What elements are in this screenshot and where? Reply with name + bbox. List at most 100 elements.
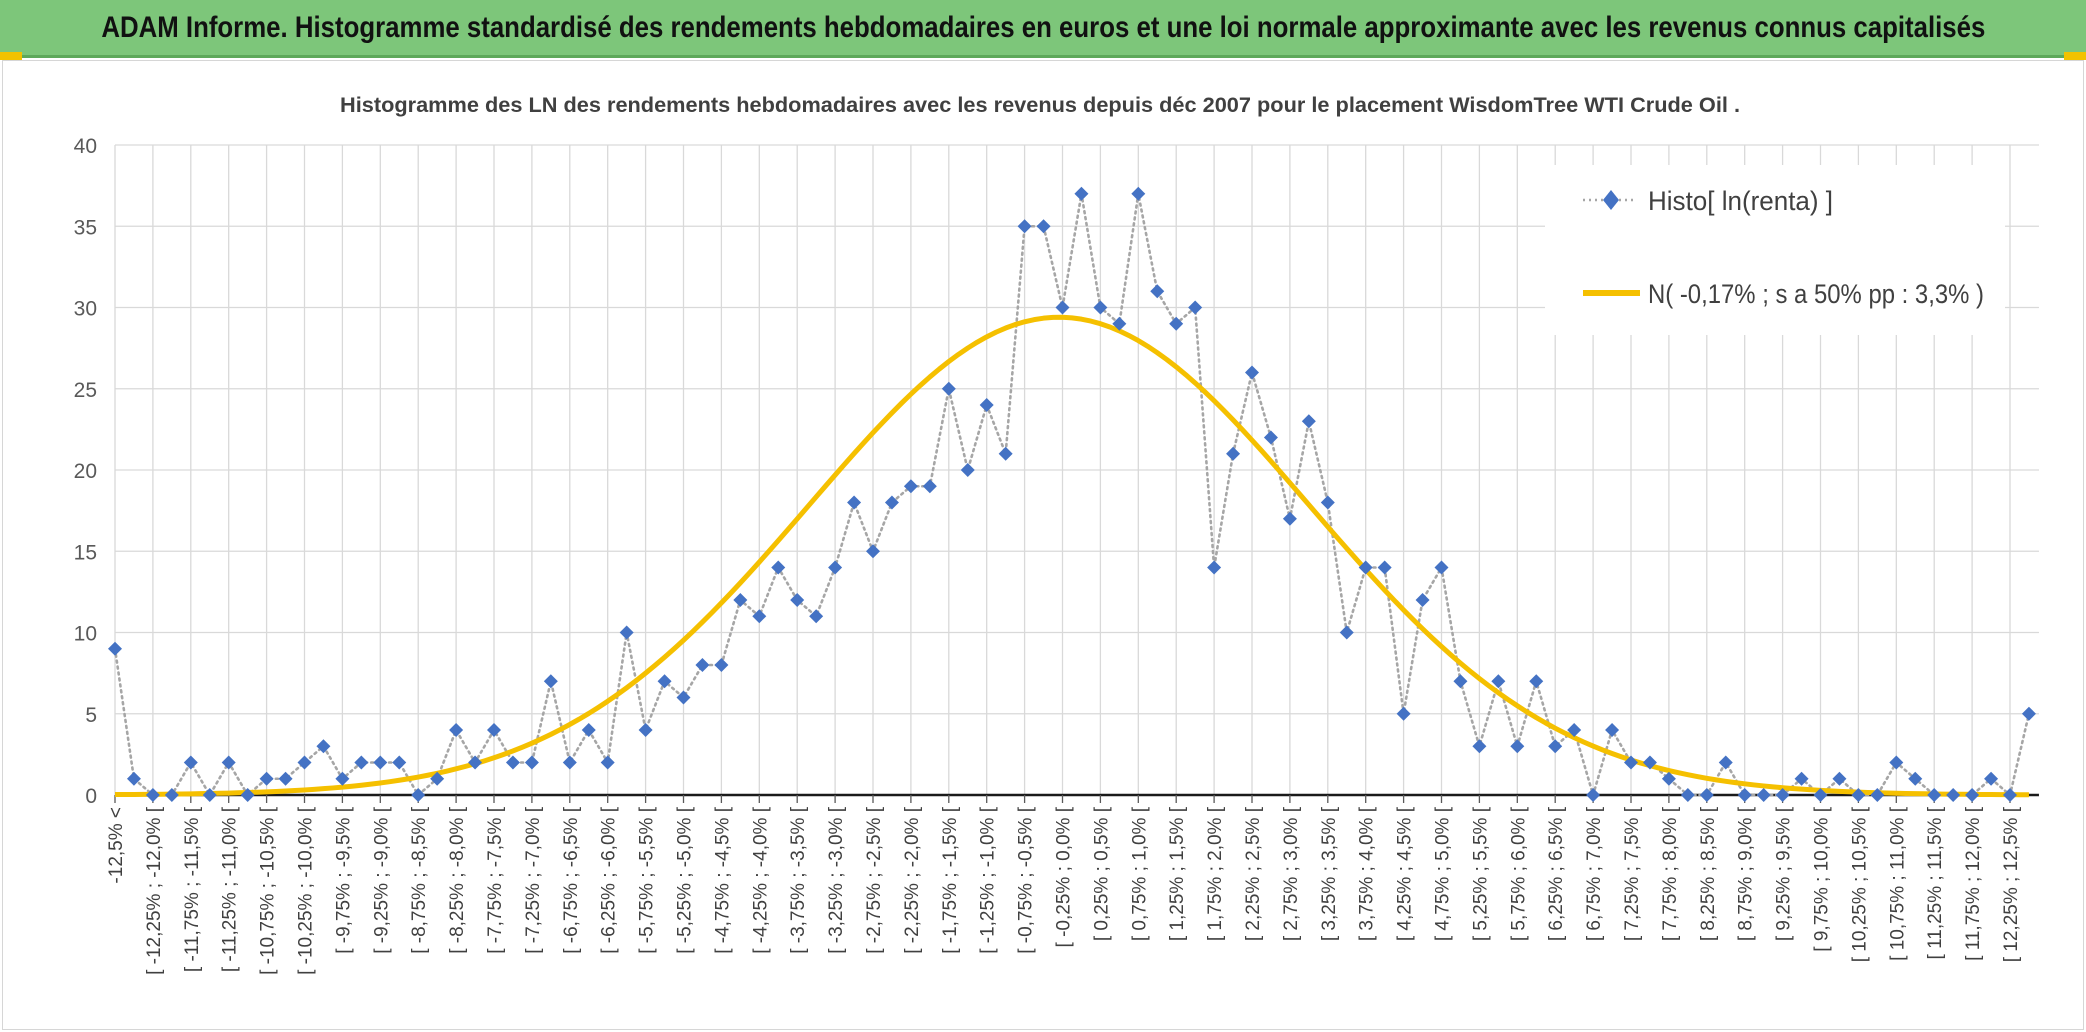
histogram-point xyxy=(145,788,160,802)
histogram-point xyxy=(1055,300,1070,315)
histogram-point xyxy=(1529,674,1544,689)
histogram-point xyxy=(505,755,520,770)
histogram-point xyxy=(960,463,975,477)
x-tick-label: [ 12,25% ; 12,5% [ xyxy=(2001,806,2022,962)
histogram-point xyxy=(278,771,293,786)
histogram-point xyxy=(1624,755,1638,770)
histogram-point xyxy=(1927,788,1942,802)
histogram-point xyxy=(657,674,672,689)
histogram-point xyxy=(126,771,141,786)
histogram-point xyxy=(600,755,615,770)
histogram-point xyxy=(373,755,388,770)
histogram-point xyxy=(1453,674,1468,689)
x-tick-label: [ -7,25% ; -7,0% [ xyxy=(523,806,544,954)
x-tick-label: [ -3,75% ; -3,5% [ xyxy=(788,806,809,954)
x-tick-label: [ -8,25% ; -8,0% [ xyxy=(447,806,468,954)
x-tick-label: [ -6,75% ; -6,5% [ xyxy=(561,806,582,954)
histogram-point xyxy=(1491,674,1506,689)
histogram-point xyxy=(1226,446,1241,461)
x-tick-label: [ -2,25% ; -2,0% [ xyxy=(902,806,923,954)
x-tick-label: [ 9,75% ; 10,0% [ xyxy=(1812,806,1833,951)
histogram-point xyxy=(1586,788,1601,802)
chart-frame xyxy=(2,60,2084,1030)
histogram-point xyxy=(676,690,691,705)
histogram-point xyxy=(638,723,653,737)
histogram-point xyxy=(430,771,445,786)
histogram-point xyxy=(524,755,539,770)
histogram-point xyxy=(1510,739,1525,754)
x-tick-label: [ -6,25% ; -6,0% [ xyxy=(599,806,620,954)
histogram-point xyxy=(619,625,634,640)
x-tick-label: [ 7,75% ; 8,0% [ xyxy=(1660,806,1681,941)
histogram-point xyxy=(1396,706,1411,721)
histogram-point xyxy=(1548,739,1563,754)
x-tick-label: [ 0,25% ; 0,5% [ xyxy=(1091,806,1112,941)
histogram-point xyxy=(1188,300,1203,315)
x-tick-label: [ 11,75% ; 12,0% [ xyxy=(1963,806,1984,961)
y-tick-label: 25 xyxy=(74,379,97,402)
x-tick-label: [ 2,25% ; 2,5% [ xyxy=(1243,806,1264,941)
corner-accent-right xyxy=(2064,52,2086,60)
x-tick-label: [ 10,25% ; 10,5% [ xyxy=(1849,806,1870,962)
histogram-point xyxy=(108,641,122,656)
histogram-point xyxy=(1036,219,1051,234)
histogram-point xyxy=(1150,284,1165,299)
histogram-point xyxy=(1756,788,1771,802)
histogram-point xyxy=(1017,219,1032,234)
histogram-point xyxy=(449,723,464,737)
histogram-point xyxy=(202,788,217,802)
x-tick-label: -12,5% < xyxy=(106,807,127,884)
x-tick-label: [ 4,25% ; 4,5% [ xyxy=(1395,806,1416,941)
y-tick-label: 10 xyxy=(74,623,97,646)
histogram-point xyxy=(922,479,937,494)
x-tick-label: [ 3,75% ; 4,0% [ xyxy=(1357,806,1378,941)
histogram-point xyxy=(847,495,862,510)
histogram-point xyxy=(183,755,198,770)
histogram-point xyxy=(998,446,1013,461)
histogram-point xyxy=(1699,788,1714,802)
x-tick-label: [ -4,75% ; -4,5% [ xyxy=(712,806,733,954)
x-tick-label: [ 2,75% ; 3,0% [ xyxy=(1281,806,1302,941)
histogram-point xyxy=(1908,771,1923,786)
histogram-point xyxy=(1415,593,1430,607)
report-title: ADAM Informe. Histogramme standardisé de… xyxy=(101,10,1986,44)
histogram-point xyxy=(695,658,710,672)
histogram-point xyxy=(2021,706,2036,721)
histogram-point xyxy=(1567,723,1582,737)
histogram-point xyxy=(1661,771,1676,786)
histogram-point xyxy=(1245,365,1259,380)
histogram-point xyxy=(979,398,994,412)
histogram-point xyxy=(1946,788,1961,802)
histogram-point xyxy=(411,788,426,802)
histogram-point xyxy=(1832,771,1847,786)
x-tick-label: [ -2,75% ; -2,5% [ xyxy=(864,806,885,954)
histogram-point xyxy=(828,560,843,575)
legend-label-normal: N( -0,17% ; s a 50% pp : 3,3% ) xyxy=(1648,279,1984,309)
histogram-point xyxy=(562,755,577,770)
x-tick-label: [ 11,25% ; 11,5% [ xyxy=(1925,806,1946,959)
histogram-point xyxy=(1434,560,1449,575)
histogram-point xyxy=(903,479,918,494)
histogram-point xyxy=(1112,316,1127,331)
x-tick-label: [ -10,25% ; -10,0% [ xyxy=(296,806,317,975)
histogram-point xyxy=(1207,560,1222,575)
x-tick-label: [ -3,25% ; -3,0% [ xyxy=(826,806,847,954)
histogram-point xyxy=(1358,560,1373,575)
histogram-point xyxy=(543,674,558,689)
x-tick-label: [ 0,75% ; 1,0% [ xyxy=(1129,806,1150,941)
x-tick-label: [ -0,25% ; 0,0% [ xyxy=(1054,806,1075,947)
corner-accent-left xyxy=(0,52,22,60)
legend-label-histogram: Histo[ ln(renta) ] xyxy=(1648,186,1833,216)
x-tick-label: [ 1,75% ; 2,0% [ xyxy=(1205,806,1226,941)
x-tick-label: [ 6,75% ; 7,0% [ xyxy=(1584,806,1605,941)
histogram-point xyxy=(1282,511,1297,526)
x-tick-label: [ -5,75% ; -5,5% [ xyxy=(637,806,658,954)
histogram-point xyxy=(733,593,748,607)
histogram-point xyxy=(1889,755,1904,770)
histogram-point xyxy=(1718,755,1733,770)
histogram-point xyxy=(297,755,312,770)
x-tick-label: [ -8,75% ; -8,5% [ xyxy=(409,806,430,954)
x-tick-label: [ 8,25% ; 8,5% [ xyxy=(1698,806,1719,941)
